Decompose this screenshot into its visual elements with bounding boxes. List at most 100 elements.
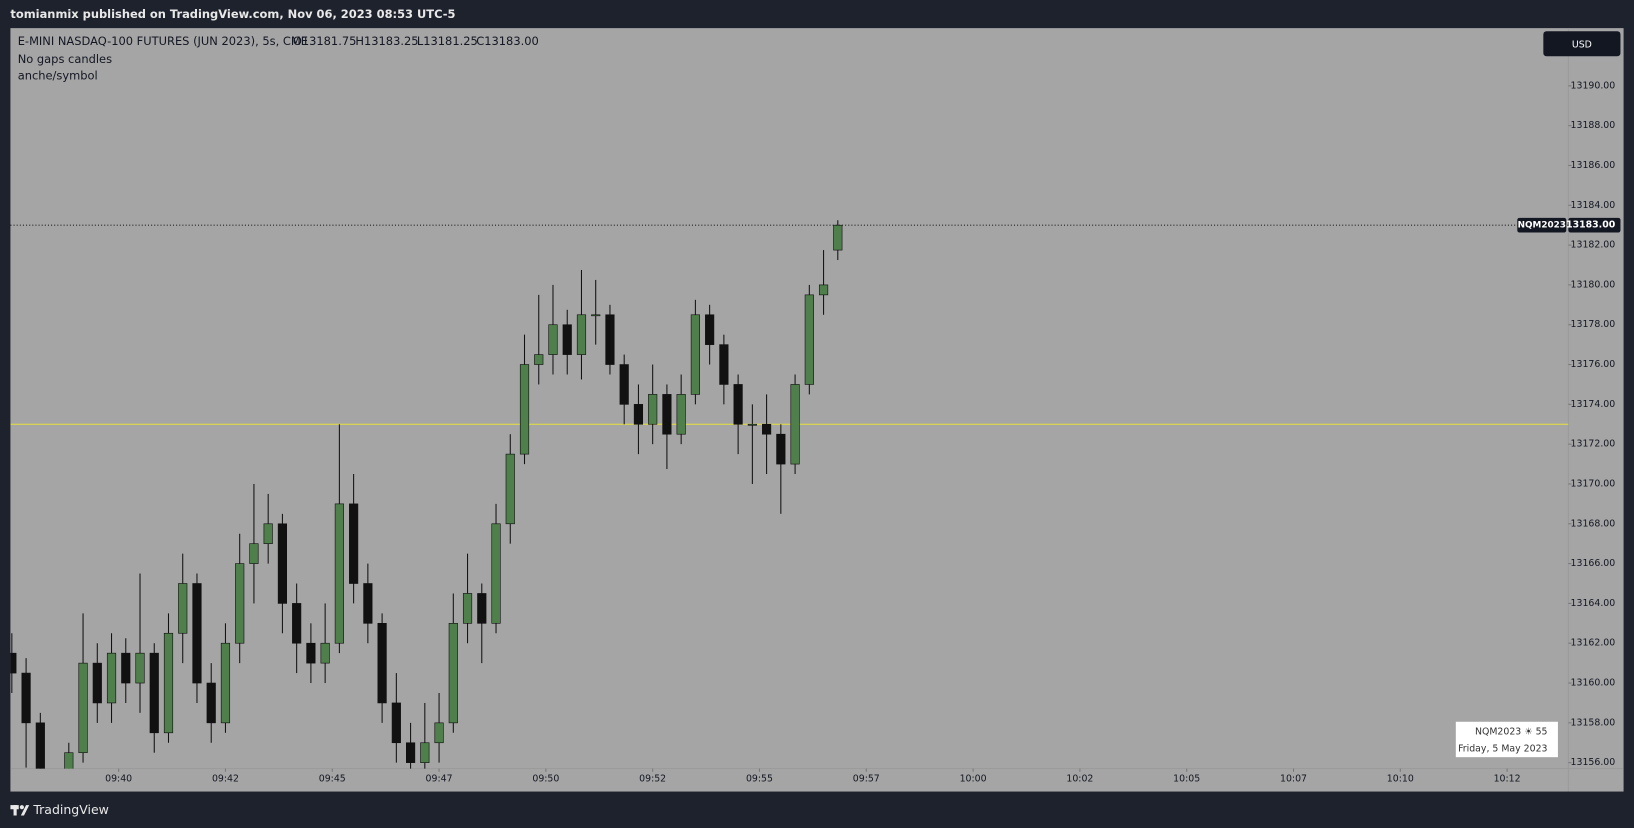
candle-body	[334, 503, 344, 644]
candle-body	[733, 384, 743, 425]
y-tick-label: 13184.00	[1571, 200, 1616, 211]
x-tick-label: 09:45	[319, 774, 346, 785]
indicator-label[interactable]: anche/symbol	[18, 69, 98, 83]
y-tick-label: 13172.00	[1571, 439, 1616, 450]
y-tick-label: 13168.00	[1571, 518, 1616, 529]
y-tick-label: 13158.00	[1571, 717, 1616, 728]
ohlc-low: L13181.25	[417, 34, 478, 48]
candle-body	[92, 662, 102, 704]
y-tick-label: 13166.00	[1571, 558, 1616, 569]
candle-body	[149, 652, 159, 734]
candle-body	[434, 722, 444, 744]
y-tick-label: 13164.00	[1571, 598, 1616, 609]
candle-body	[64, 752, 74, 769]
candle-body	[106, 652, 117, 704]
candle-body	[320, 642, 330, 664]
ohlc-close: C13183.00	[476, 34, 539, 48]
candle-body	[249, 543, 259, 564]
x-tick-label: 09:47	[426, 774, 453, 785]
x-tick-label: 09:50	[532, 774, 559, 785]
currency-button[interactable]	[1543, 31, 1621, 57]
candle-body	[363, 583, 373, 624]
candle-body	[633, 404, 644, 425]
candle-body	[747, 423, 757, 426]
y-tick-label: 13170.00	[1571, 478, 1616, 489]
candle-body	[705, 314, 715, 345]
candle-body	[833, 224, 843, 251]
candle-body	[505, 453, 515, 525]
x-tick-label: 09:55	[746, 774, 773, 785]
y-tick-label: 13190.00	[1571, 80, 1616, 91]
ohlc-open: O13181.75	[293, 34, 357, 48]
candle-body	[192, 583, 202, 684]
candle-body	[562, 324, 572, 355]
candle-body	[762, 423, 772, 435]
currency-label[interactable]: USD	[1572, 39, 1592, 50]
info-date: Friday, 5 May 2023	[1458, 743, 1547, 754]
candle-body	[78, 662, 88, 754]
candle-body	[519, 364, 530, 455]
indicator-label[interactable]: No gaps candles	[18, 52, 112, 66]
candle-body	[690, 314, 700, 395]
candle-body	[121, 652, 131, 684]
info-box	[1455, 721, 1558, 758]
candle-body	[719, 344, 729, 385]
candle-body	[648, 394, 658, 425]
candle-body	[448, 623, 458, 724]
candle-body	[605, 314, 615, 365]
candle-body	[804, 294, 814, 385]
candle-body	[462, 593, 473, 624]
candle-body	[35, 722, 45, 769]
candle-body	[206, 682, 216, 724]
candle-body	[377, 623, 387, 704]
candle-body	[534, 354, 544, 365]
brand[interactable]: TradingView	[32, 802, 109, 817]
y-tick-label: 13174.00	[1571, 399, 1616, 410]
candle-body	[263, 523, 273, 545]
candle-body	[420, 742, 430, 763]
candle-body	[619, 364, 629, 405]
x-tick-label: 09:52	[639, 774, 666, 785]
publisher: tomianmix published on TradingView.com, …	[10, 7, 455, 21]
y-tick-label: 13188.00	[1571, 120, 1616, 131]
candle-body	[662, 394, 672, 435]
info-symbol: NQM2023 ☀ 55	[1475, 727, 1548, 738]
candle-body	[292, 603, 302, 644]
x-tick-label: 10:07	[1280, 774, 1307, 785]
y-tick-label: 13180.00	[1571, 279, 1616, 290]
symbol-tag	[1517, 217, 1567, 233]
candle-body	[676, 394, 686, 435]
y-tick-label: 13182.00	[1571, 240, 1616, 251]
candle-body	[349, 503, 359, 584]
x-tick-label: 10:10	[1387, 774, 1414, 785]
last-price-tag	[1568, 217, 1621, 233]
candle-body	[21, 672, 31, 724]
x-tick-label: 10:02	[1066, 774, 1093, 785]
y-tick-label: 13160.00	[1571, 678, 1616, 689]
candle-body	[163, 632, 174, 734]
candle-body	[405, 742, 416, 763]
candle-body	[491, 523, 501, 624]
candle-body	[391, 702, 401, 744]
tv-logo[interactable]	[10, 805, 30, 816]
x-tick-label: 10:00	[960, 774, 987, 785]
candle-body	[548, 324, 558, 355]
chart-area	[10, 28, 1624, 792]
x-tick-label: 10:12	[1494, 774, 1521, 785]
candle-body	[591, 314, 601, 317]
symbol-tag-label: NQM2023	[1518, 221, 1566, 231]
candle-body	[576, 314, 587, 355]
y-tick-label: 13178.00	[1571, 319, 1616, 330]
last-price-label: 13183.00	[1566, 220, 1616, 231]
x-tick-label: 10:05	[1173, 774, 1200, 785]
y-tick-label: 13162.00	[1571, 638, 1616, 649]
x-tick-label: 09:42	[212, 774, 239, 785]
candle-body	[306, 642, 316, 664]
ohlc-high: H13183.25	[355, 34, 418, 48]
candle-body	[277, 523, 288, 604]
candle-body	[776, 433, 786, 465]
y-tick-label: 13186.00	[1571, 160, 1616, 171]
x-tick-label: 09:40	[105, 774, 132, 785]
